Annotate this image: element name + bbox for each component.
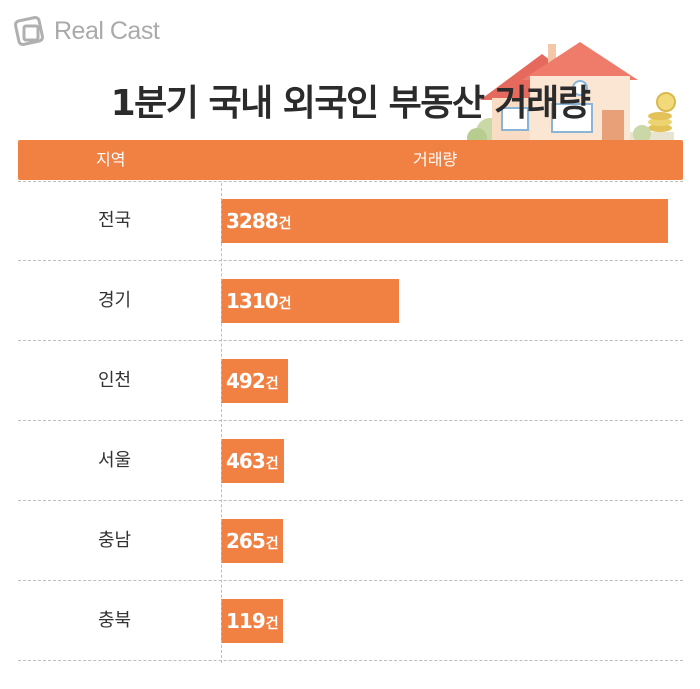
bar-value: 1310 <box>226 289 279 313</box>
bar <box>221 599 283 643</box>
bar-row: 충북 119건 <box>18 581 683 661</box>
bar-row: 서울 463건 <box>18 421 683 501</box>
bar-value-label: 492건 <box>226 359 279 406</box>
bar-value-label: 265건 <box>226 519 279 566</box>
category-label: 경기 <box>98 290 132 311</box>
bar-value: 492 <box>226 369 266 393</box>
bar-value: 119 <box>226 609 266 633</box>
bar-value: 463 <box>226 449 266 473</box>
bar-unit: 건 <box>265 376 279 392</box>
bar <box>221 519 283 563</box>
bar-row: 전국 3288건 <box>18 181 683 261</box>
bar <box>221 199 668 243</box>
category-label: 서울 <box>98 450 132 471</box>
bar-unit: 건 <box>265 456 279 472</box>
bar-value-label: 3288건 <box>226 199 292 246</box>
category-label: 충남 <box>98 530 132 551</box>
bar-value: 3288 <box>226 209 279 233</box>
bar-value-label: 463건 <box>226 439 279 486</box>
logo-text: Real Cast <box>54 16 160 45</box>
house-illustration-icon <box>467 42 676 144</box>
bar-row: 충남 265건 <box>18 501 683 581</box>
bar-row: 경기 1310건 <box>18 261 683 341</box>
realcast-logo: Real Cast <box>14 14 160 48</box>
category-label: 인천 <box>98 370 132 391</box>
bar-rows: 전국 3288건 경기 1310건 인천 492건 서울 463건 충남 265건 충북 119건 <box>18 181 683 661</box>
bar-unit: 건 <box>278 296 292 312</box>
bar <box>221 279 400 323</box>
bar-value-label: 1310건 <box>226 279 292 326</box>
bar-unit: 건 <box>265 616 279 632</box>
table-header: 지역 거래량 <box>18 140 683 180</box>
logo-mark-icon <box>14 16 44 46</box>
category-label: 충북 <box>98 610 132 631</box>
bar-unit: 건 <box>265 536 279 552</box>
page-title: 1분기 국내 외국인 부동산 거래량 <box>110 83 591 124</box>
bar-unit: 건 <box>278 216 292 232</box>
bar-row: 인천 492건 <box>18 341 683 421</box>
category-label: 전국 <box>98 210 132 231</box>
column-divider <box>221 183 222 663</box>
bar <box>221 439 284 483</box>
bar-value-label: 119건 <box>226 599 279 646</box>
header-region: 지역 <box>96 150 126 169</box>
bar <box>221 359 288 403</box>
header-volume: 거래량 <box>413 150 458 169</box>
bar-value: 265 <box>226 529 266 553</box>
top-divider <box>18 181 683 182</box>
